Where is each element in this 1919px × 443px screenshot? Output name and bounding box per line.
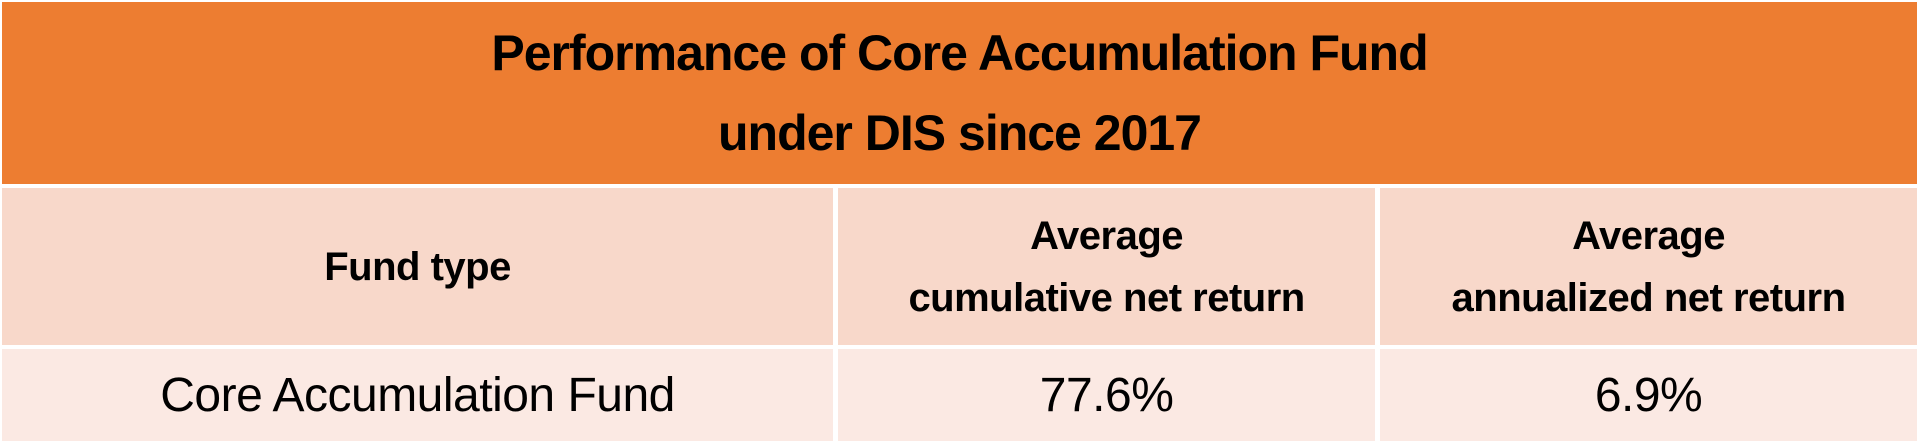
header-cumulative-line1: Average [1030, 213, 1184, 258]
header-cell-annualized-return: Average annualized net return [1380, 188, 1917, 345]
data-cell-fund-name: Core Accumulation Fund [2, 349, 834, 441]
table-title-line1: Performance of Core Accumulation Fund [491, 25, 1428, 81]
data-cell-cumulative-value: 77.6% [838, 349, 1376, 441]
cumulative-return-value: 77.6% [1039, 368, 1174, 422]
fund-name-value: Core Accumulation Fund [160, 368, 675, 422]
header-annualized-line1: Average [1572, 213, 1725, 258]
table-title-band: Performance of Core Accumulation Fund un… [2, 2, 1917, 184]
header-cell-fund-type: Fund type [2, 188, 834, 345]
header-cumulative-line2: cumulative net return [908, 275, 1305, 320]
annualized-return-value: 6.9% [1594, 368, 1703, 422]
header-annualized-line2: annualized net return [1451, 275, 1847, 320]
data-cell-annualized-value: 6.9% [1380, 349, 1917, 441]
header-cell-cumulative-return: Average cumulative net return [838, 188, 1376, 345]
header-fund-type-label: Fund type [324, 244, 511, 289]
table-title-line2: under DIS since 2017 [717, 105, 1202, 161]
